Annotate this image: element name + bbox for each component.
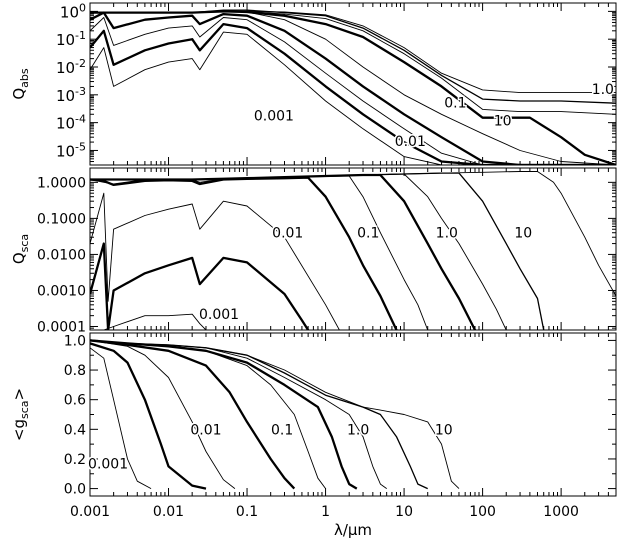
- series-line: [90, 11, 616, 165]
- curve-label: 1.0: [592, 82, 614, 98]
- plot-frame: [89, 332, 617, 497]
- x-tick-label: 1000: [543, 504, 579, 520]
- y-axis-label: <gsca>: [10, 388, 31, 441]
- x-tick-label: 0.1: [236, 504, 258, 520]
- series-line: [90, 342, 207, 490]
- series-line: [90, 339, 460, 489]
- y-tick-label: 0.0001: [37, 320, 86, 336]
- curve-label: 0.01: [190, 422, 221, 438]
- series-line: [90, 176, 398, 330]
- series-line: [90, 339, 387, 489]
- series-line: [90, 173, 507, 330]
- curve-label: 0.1: [271, 422, 293, 438]
- series-line: [90, 31, 616, 165]
- series-line: [90, 175, 429, 330]
- curve-label: 0.001: [254, 109, 294, 125]
- series-line: [90, 347, 152, 489]
- curve-label: 0.001: [199, 307, 239, 323]
- x-tick-label: 0.01: [153, 504, 184, 520]
- y-tick-label: 0.4: [64, 422, 86, 438]
- y-tick-label: 100: [60, 1, 86, 21]
- plot-frame: [89, 167, 617, 331]
- series-line: [90, 339, 236, 489]
- curve-label: 0.1: [444, 95, 466, 111]
- series-line: [90, 339, 358, 490]
- y-tick-label: 1.0000: [37, 175, 86, 191]
- series-line: [90, 9, 616, 104]
- series-line: [90, 242, 310, 330]
- series-line: [90, 339, 296, 490]
- y-tick-label: 0.8: [64, 363, 86, 379]
- series-line: [103, 313, 207, 330]
- panel-1: 1.0 0.1 10 0.001 0.01: [89, 2, 617, 166]
- curve-label: 0.1: [357, 226, 379, 242]
- series-line: [90, 339, 326, 489]
- y-tick-label: 10-3: [56, 85, 86, 105]
- curve-label: 0.01: [395, 134, 426, 150]
- plot-frame: [89, 2, 617, 166]
- y-axis-label: Qabs: [10, 68, 31, 100]
- curve-label: 10: [514, 226, 532, 242]
- y-tick-label: 0.0010: [37, 283, 86, 299]
- y-tick-label: 10-5: [56, 140, 86, 160]
- series-line: [90, 171, 616, 297]
- panel-2: 1.0000 0.1000 0.0100 0.0010 0.0001 0.01 0.1 1.0…: [37, 167, 617, 336]
- x-tick-label: 10: [395, 504, 413, 520]
- y-tick-label: 0.6: [64, 393, 86, 409]
- series-line: [90, 172, 545, 330]
- y-tick-label: 1.0: [64, 333, 86, 349]
- series-line: [90, 17, 616, 165]
- series-line: [90, 11, 616, 165]
- x-tick-label: 0.001: [70, 504, 110, 520]
- series-group: [90, 339, 460, 490]
- y-axis-label: Qsca: [10, 234, 31, 264]
- x-tick-label: 100: [469, 504, 496, 520]
- series-group: [90, 9, 616, 165]
- y-tick-label: 0.0: [64, 482, 86, 498]
- series-line: [90, 10, 616, 165]
- y-tick-label: 10-1: [56, 29, 86, 49]
- curve-label: 10: [494, 113, 512, 129]
- curve-label: 10: [435, 422, 453, 438]
- y-tick-label: 0.1000: [37, 211, 86, 227]
- curve-label: 0.01: [272, 226, 303, 242]
- x-tick-label: 1: [321, 504, 330, 520]
- series-line: [90, 339, 428, 490]
- y-tick-label: 10-2: [56, 57, 86, 77]
- y-tick-label: 10-4: [56, 113, 86, 133]
- series-line: [90, 192, 340, 330]
- series-line: [90, 22, 616, 165]
- series-line: [90, 173, 477, 330]
- y-tick-label: 0.0100: [37, 247, 86, 263]
- x-axis-label: λ/μm: [334, 521, 372, 539]
- series-group: [90, 171, 616, 330]
- y-tick-label: 0.2: [64, 452, 86, 468]
- series-line: [90, 10, 616, 94]
- curve-label: 1.0: [347, 422, 369, 438]
- series-line: [90, 10, 616, 115]
- curve-label: 0.001: [88, 456, 128, 472]
- curve-label: 1.0: [436, 226, 458, 242]
- panel-3: 0.0 0.2 0.4 0.6 0.8 1.0 0.001 0.01 0.1 1 10 100 1000…: [64, 332, 617, 539]
